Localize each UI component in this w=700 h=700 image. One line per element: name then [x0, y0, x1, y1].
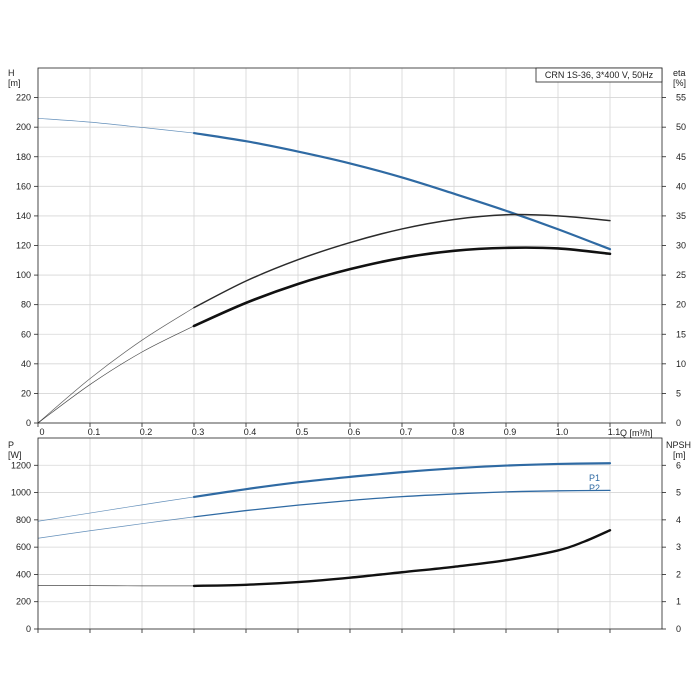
eta-tick-label: 35: [676, 211, 686, 221]
top-series: [37, 117, 612, 424]
flow-axis-label: Q [m³/h]: [620, 428, 653, 438]
power-tick-label: 1000: [11, 488, 31, 498]
head-tick-label: 220: [16, 93, 31, 103]
flow-tick-label: 0.9: [504, 427, 517, 437]
eta-tick-label: 20: [676, 300, 686, 310]
top-series-1-line: [193, 213, 611, 309]
chart-title: CRN 1S-36, 3*400 V, 50Hz: [545, 70, 654, 80]
npsh-tick-label: 4: [676, 515, 681, 525]
bottom-plot-frame: [37, 437, 663, 630]
top-grid: [34, 68, 666, 427]
bottom-series: [37, 462, 612, 588]
power-tick-label: 1200: [11, 460, 31, 470]
power-tick-label: 600: [16, 542, 31, 552]
flow-tick-label: 0.4: [244, 427, 257, 437]
chart-title-box: CRN 1S-36, 3*400 V, 50Hz: [535, 67, 663, 83]
head-axis-unit: [m]: [8, 78, 21, 88]
bottom-series-p2-line: [193, 489, 611, 518]
top-plot-frame: [37, 67, 663, 424]
bottom-series-p1-line: [192, 462, 612, 499]
eta-tick-label: 10: [676, 359, 686, 369]
eta-tick-label: 25: [676, 270, 686, 280]
npsh-tick-label: 3: [676, 542, 681, 552]
eta-tick-label: 45: [676, 152, 686, 162]
head-efficiency-chart: 0 20 40 60 80 100 120 140 160 180 200 220 0 5 10 15 20 25…: [8, 67, 686, 438]
top-series-0-extrapolated: [37, 117, 195, 134]
head-tick-label: 80: [21, 300, 31, 310]
flow-tick-label: 0: [39, 427, 44, 437]
head-tick-label: 0: [26, 418, 31, 428]
npsh-tick-label: 5: [676, 488, 681, 498]
head-axis-label: H: [8, 68, 15, 78]
flow-tick-label: 0.5: [296, 427, 309, 437]
head-tick-label: 180: [16, 152, 31, 162]
bottom-grid: [34, 438, 666, 633]
bottom-series-p1-extrapolated: [37, 496, 195, 522]
bottom-series-2-extrapolated: [37, 584, 195, 587]
flow-tick-label: 1.0: [556, 427, 569, 437]
eta-tick-label: 55: [676, 93, 686, 103]
head-tick-label: 100: [16, 270, 31, 280]
npsh-tick-label: 6: [676, 460, 681, 470]
power-tick-label: 200: [16, 597, 31, 607]
npsh-tick-label: 0: [676, 624, 681, 634]
eta-axis-label: eta: [673, 68, 686, 78]
head-tick-label: 40: [21, 359, 31, 369]
eta-tick-label: 50: [676, 122, 686, 132]
flow-tick-label: 0.3: [192, 427, 205, 437]
npsh-axis-unit: [m]: [673, 450, 686, 460]
bottom-tick-labels: 0 200 400 600 800 1000 1200 0 1 2 3 4 5 6: [11, 460, 681, 634]
head-tick-label: 20: [21, 388, 31, 398]
flow-tick-label: 1.1: [608, 427, 621, 437]
top-series-2-extrapolated: [37, 325, 195, 424]
npsh-axis-label: NPSH: [666, 440, 691, 450]
power-axis-unit: [W]: [8, 450, 22, 460]
eta-tick-label: 5: [676, 388, 681, 398]
npsh-tick-label: 1: [676, 597, 681, 607]
head-tick-label: 60: [21, 329, 31, 339]
bottom-series-p2-extrapolated: [37, 516, 195, 539]
head-tick-label: 120: [16, 241, 31, 251]
flow-tick-label: 0.8: [452, 427, 465, 437]
head-tick-label: 140: [16, 211, 31, 221]
eta-tick-label: 40: [676, 181, 686, 191]
power-tick-label: 0: [26, 624, 31, 634]
title-box: [535, 67, 663, 83]
top-series-2-line: [192, 246, 612, 328]
flow-tick-label: 0.2: [140, 427, 153, 437]
top-series-1-extrapolated: [37, 307, 195, 424]
eta-tick-label: 30: [676, 241, 686, 251]
series-label-p1: P1: [589, 473, 600, 483]
power-tick-label: 400: [16, 569, 31, 579]
series-label-p2: P2: [589, 483, 600, 493]
eta-axis-unit: [%]: [673, 78, 686, 88]
flow-tick-label: 0.6: [348, 427, 361, 437]
npsh-tick-label: 2: [676, 569, 681, 579]
flow-tick-label: 0.7: [400, 427, 413, 437]
power-tick-label: 800: [16, 515, 31, 525]
eta-tick-label: 15: [676, 329, 686, 339]
top-tick-labels: 0 20 40 60 80 100 120 140 160 180 200 220 0 5 10 15 20 25…: [16, 93, 686, 437]
top-series-0-line: [192, 131, 612, 251]
flow-tick-label: 0.1: [88, 427, 101, 437]
head-tick-label: 200: [16, 122, 31, 132]
head-tick-label: 160: [16, 181, 31, 191]
bottom-series-2-line: [192, 529, 612, 588]
eta-tick-label: 0: [676, 418, 681, 428]
power-axis-label: P: [8, 440, 14, 450]
